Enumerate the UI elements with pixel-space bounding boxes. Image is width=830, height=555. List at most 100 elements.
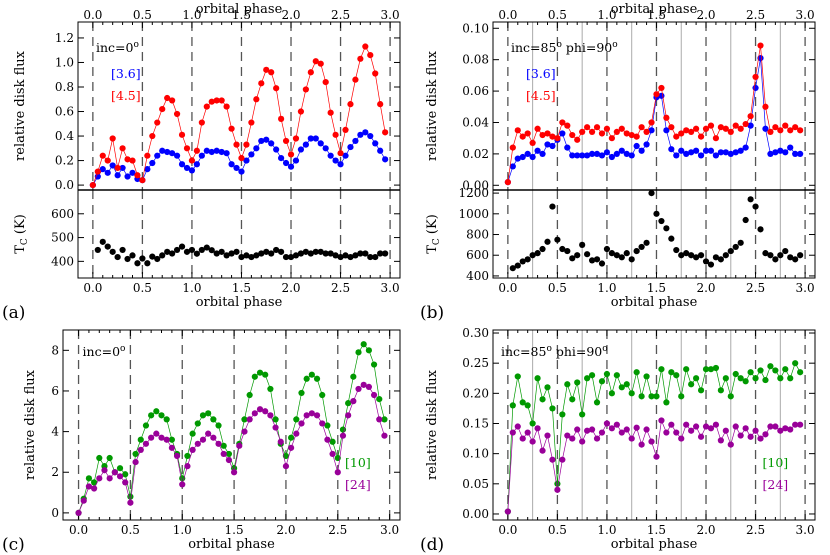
data-point bbox=[519, 258, 526, 265]
series-45 bbox=[504, 42, 804, 186]
data-point bbox=[509, 163, 516, 170]
data-point bbox=[797, 127, 804, 134]
data-point bbox=[613, 252, 620, 259]
data-point bbox=[122, 479, 129, 486]
x-tick-label: 2.0 bbox=[696, 523, 715, 537]
data-point bbox=[618, 254, 625, 261]
data-point bbox=[712, 254, 720, 261]
data-point bbox=[702, 366, 710, 373]
data-point bbox=[767, 363, 774, 370]
data-point bbox=[638, 124, 645, 131]
data-point bbox=[297, 250, 305, 257]
data-point bbox=[762, 376, 769, 384]
data-point bbox=[377, 250, 384, 257]
data-point bbox=[268, 140, 275, 147]
data-point bbox=[339, 426, 347, 433]
data-point bbox=[360, 381, 367, 388]
data-point bbox=[158, 434, 165, 441]
data-point bbox=[183, 164, 191, 172]
data-point bbox=[722, 252, 729, 259]
data-point bbox=[529, 438, 536, 445]
data-point bbox=[241, 416, 248, 423]
data-point bbox=[678, 147, 685, 154]
data-point bbox=[80, 497, 87, 504]
data-point bbox=[282, 253, 290, 261]
data-point bbox=[372, 253, 379, 261]
data-point bbox=[673, 133, 680, 140]
data-point bbox=[225, 456, 233, 464]
data-point bbox=[327, 152, 334, 159]
data-point bbox=[618, 147, 625, 154]
data-point bbox=[678, 393, 685, 400]
series-line bbox=[507, 419, 801, 512]
series-TC bbox=[509, 190, 804, 272]
data-point bbox=[588, 372, 596, 379]
y-tick-label: 0.00 bbox=[462, 507, 489, 521]
data-point bbox=[717, 387, 724, 394]
data-point bbox=[514, 262, 521, 269]
data-point bbox=[169, 97, 176, 104]
data-point bbox=[648, 119, 655, 126]
data-point bbox=[377, 147, 384, 154]
data-point bbox=[144, 152, 151, 159]
data-point bbox=[178, 161, 186, 168]
data-point bbox=[246, 391, 253, 399]
data-point bbox=[129, 169, 136, 176]
data-point bbox=[559, 245, 566, 253]
data-point bbox=[163, 416, 170, 423]
data-point bbox=[355, 385, 362, 393]
data-point bbox=[792, 256, 799, 263]
data-point bbox=[712, 364, 720, 372]
data-point bbox=[228, 250, 235, 257]
data-point bbox=[697, 252, 705, 259]
data-point bbox=[584, 124, 591, 131]
data-point bbox=[210, 416, 217, 423]
y-tick-label: 500 bbox=[51, 231, 74, 245]
data-point bbox=[524, 429, 531, 436]
data-point bbox=[345, 400, 352, 407]
series-line bbox=[78, 343, 385, 514]
data-point bbox=[282, 463, 290, 470]
data-point bbox=[225, 450, 233, 458]
data-point bbox=[797, 421, 804, 428]
data-point bbox=[159, 105, 166, 113]
data-point bbox=[329, 438, 336, 445]
data-point bbox=[199, 436, 207, 443]
y-tick-label: 0.00 bbox=[462, 178, 489, 192]
data-point bbox=[243, 252, 250, 259]
data-point bbox=[106, 475, 113, 482]
data-point bbox=[137, 446, 144, 453]
data-point bbox=[574, 379, 581, 386]
data-point bbox=[324, 422, 331, 429]
data-point bbox=[144, 166, 151, 173]
data-point bbox=[752, 203, 759, 210]
data-point bbox=[129, 157, 136, 164]
data-point bbox=[732, 122, 739, 129]
y-tick-label: 4 bbox=[51, 425, 59, 439]
data-point bbox=[248, 119, 255, 126]
data-point bbox=[303, 412, 310, 419]
y-tick-label: 0.05 bbox=[462, 477, 489, 491]
x-axis-label: orbital phase bbox=[611, 295, 698, 310]
data-point bbox=[772, 124, 779, 131]
data-point bbox=[241, 428, 248, 435]
data-point bbox=[752, 73, 759, 81]
data-point bbox=[529, 420, 536, 427]
data-point bbox=[149, 253, 156, 260]
data-point bbox=[559, 119, 566, 126]
data-point bbox=[362, 129, 369, 136]
data-point bbox=[693, 147, 700, 154]
data-point bbox=[173, 110, 181, 118]
data-point bbox=[220, 450, 227, 458]
data-point bbox=[603, 420, 611, 427]
x-tick-label: 3.0 bbox=[380, 523, 399, 537]
data-point bbox=[673, 429, 680, 436]
data-point bbox=[183, 145, 191, 152]
data-point bbox=[303, 375, 310, 382]
top-x-tick-label: 0.5 bbox=[133, 8, 152, 22]
data-point bbox=[302, 86, 309, 93]
data-point bbox=[574, 426, 581, 433]
data-point bbox=[603, 125, 611, 132]
data-point bbox=[707, 147, 715, 154]
top-x-tick-label: 1.0 bbox=[182, 8, 201, 22]
